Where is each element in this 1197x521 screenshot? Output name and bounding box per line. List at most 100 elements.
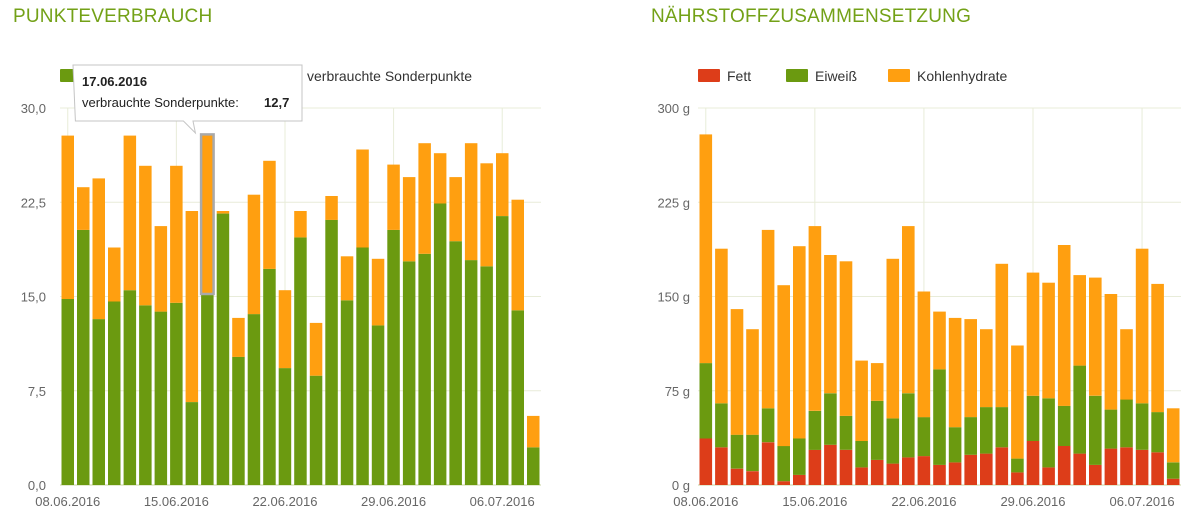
bar-segment[interactable] xyxy=(1073,365,1086,454)
bar-segment[interactable] xyxy=(933,311,946,370)
bar-segment[interactable] xyxy=(1057,405,1071,446)
bar-segment[interactable] xyxy=(808,410,822,450)
bar-segment[interactable] xyxy=(201,134,214,294)
bar-segment[interactable] xyxy=(1135,248,1149,404)
bar-segment[interactable] xyxy=(964,417,977,455)
bar-segment[interactable] xyxy=(325,219,338,486)
bar-segment[interactable] xyxy=(402,261,416,485)
bar-segment[interactable] xyxy=(294,211,307,238)
bar-segment[interactable] xyxy=(449,241,462,485)
bar-segment[interactable] xyxy=(1057,446,1071,485)
legend-label[interactable]: Eiweiß xyxy=(815,68,857,84)
bar-segment[interactable] xyxy=(1011,345,1024,459)
bar-segment[interactable] xyxy=(123,135,137,291)
bar-segment[interactable] xyxy=(886,258,900,419)
legend-label[interactable]: verbrauchte Sonderpunkte xyxy=(307,68,472,84)
bar-segment[interactable] xyxy=(511,310,525,485)
bar-segment[interactable] xyxy=(201,294,214,485)
bar-segment[interactable] xyxy=(886,463,900,485)
bar-segment[interactable] xyxy=(108,247,121,302)
bar-segment[interactable] xyxy=(870,459,884,485)
bar-segment[interactable] xyxy=(371,258,385,326)
bar-segment[interactable] xyxy=(793,246,806,439)
bar-segment[interactable] xyxy=(216,213,230,485)
bar-segment[interactable] xyxy=(232,356,245,485)
bar-segment[interactable] xyxy=(278,290,292,369)
bar-segment[interactable] xyxy=(92,178,106,320)
bar-segment[interactable] xyxy=(247,194,261,315)
bar-segment[interactable] xyxy=(278,368,292,485)
bar-segment[interactable] xyxy=(340,300,354,485)
bar-segment[interactable] xyxy=(61,299,75,485)
bar-segment[interactable] xyxy=(777,446,790,482)
legend-label[interactable]: Fett xyxy=(727,68,751,84)
bar-segment[interactable] xyxy=(824,255,837,394)
bar-segment[interactable] xyxy=(870,363,884,401)
bar-segment[interactable] xyxy=(1073,453,1086,485)
points-consumption-chart[interactable]: 0,0 7,5 15,0 22,5 30,0 08.06.2016 15.06.2016 22… xyxy=(0,0,600,521)
bar-segment[interactable] xyxy=(1089,395,1102,465)
bar-segment[interactable] xyxy=(480,163,493,267)
bar-segment[interactable] xyxy=(855,441,868,468)
legend-label[interactable]: Kohlenhydrate xyxy=(917,68,1008,84)
bar-segment[interactable] xyxy=(154,226,168,312)
bar-segment[interactable] xyxy=(139,305,152,485)
bar-segment[interactable] xyxy=(1104,409,1118,449)
bar-segment[interactable] xyxy=(170,302,183,485)
bar-segment[interactable] xyxy=(761,229,775,409)
bar-segment[interactable] xyxy=(309,322,323,376)
bar-segment[interactable] xyxy=(917,417,931,457)
bar-segment[interactable] xyxy=(92,319,106,485)
bar-segment[interactable] xyxy=(730,434,744,469)
bar-segment[interactable] xyxy=(980,329,993,408)
bar-segment[interactable] xyxy=(902,393,915,458)
bar-segment[interactable] xyxy=(511,199,525,311)
bar-segment[interactable] xyxy=(902,457,915,485)
bar-segment[interactable] xyxy=(1026,272,1040,396)
bar-segment[interactable] xyxy=(730,468,744,485)
bar-segment[interactable] xyxy=(1057,245,1071,406)
bar-segment[interactable] xyxy=(433,203,447,486)
bar-segment[interactable] xyxy=(1166,408,1180,463)
bar-segment[interactable] xyxy=(995,447,1009,485)
bar-segment[interactable] xyxy=(1120,329,1133,400)
bar-segment[interactable] xyxy=(886,418,900,464)
bar-segment[interactable] xyxy=(464,143,478,261)
bar-segment[interactable] xyxy=(699,134,713,364)
bar-segment[interactable] xyxy=(1011,458,1024,473)
bar-segment[interactable] xyxy=(824,393,837,445)
bar-segment[interactable] xyxy=(402,177,416,262)
bar-segment[interactable] xyxy=(839,415,853,450)
bar-segment[interactable] xyxy=(77,187,90,230)
bar-segment[interactable] xyxy=(527,415,540,448)
legend-swatch[interactable] xyxy=(698,69,720,82)
bar-segment[interactable] xyxy=(170,165,183,303)
bar-segment[interactable] xyxy=(948,462,962,485)
bar-segment[interactable] xyxy=(1151,412,1164,453)
bar-segment[interactable] xyxy=(870,400,884,460)
bar-segment[interactable] xyxy=(1089,277,1102,396)
bar-segment[interactable] xyxy=(715,403,728,448)
bar-segment[interactable] xyxy=(1120,447,1133,485)
bar-segment[interactable] xyxy=(371,325,385,485)
bar-segment[interactable] xyxy=(1135,449,1149,485)
bar-segment[interactable] xyxy=(480,266,493,485)
bar-segment[interactable] xyxy=(496,216,509,485)
bar-segment[interactable] xyxy=(1073,275,1086,366)
legend-swatch[interactable] xyxy=(888,69,910,82)
legend-swatch[interactable] xyxy=(786,69,808,82)
bar-segment[interactable] xyxy=(980,407,993,454)
bar-segment[interactable] xyxy=(964,454,977,485)
bar-segment[interactable] xyxy=(340,256,354,301)
bar-segment[interactable] xyxy=(839,261,853,416)
bar-segment[interactable] xyxy=(1042,282,1055,399)
bar-segment[interactable] xyxy=(715,447,728,485)
bar-segment[interactable] xyxy=(247,314,261,485)
bar-segment[interactable] xyxy=(263,160,276,269)
bar-segment[interactable] xyxy=(1042,467,1055,485)
bar-segment[interactable] xyxy=(1042,398,1055,468)
bar-segment[interactable] xyxy=(433,153,447,204)
bar-segment[interactable] xyxy=(917,456,931,485)
bar-segment[interactable] xyxy=(1089,464,1102,485)
